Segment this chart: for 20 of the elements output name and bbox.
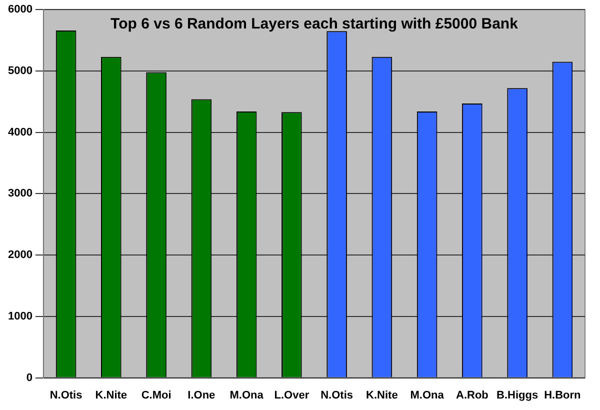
x-tick-label: C.Moi [141, 389, 172, 402]
y-tick-label: 1000 [8, 310, 32, 322]
x-tick-label: B.Higgs [496, 389, 538, 402]
y-tick-label: 3000 [8, 188, 32, 200]
x-tick-label: A.Rob [456, 389, 489, 402]
x-tick-label: K.Nite [366, 389, 398, 402]
x-tick-label: M.Ona [410, 389, 445, 402]
x-tick-label: H.Born [544, 389, 582, 402]
y-tick-label: 5000 [8, 65, 32, 77]
x-tick-label: N.Otis [50, 389, 82, 402]
y-tick-label: 6000 [8, 4, 32, 16]
x-tick-label: K.Nite [95, 389, 128, 402]
x-tick-label: M.Ona [230, 389, 264, 402]
chart-title: Top 6 vs 6 Random Layers each starting with £5000 Bank [110, 16, 519, 33]
x-tick-label: L.Over [274, 389, 310, 402]
x-tick-label: I.One [188, 389, 216, 402]
y-tick-label: 2000 [8, 249, 32, 262]
y-tick-label: 0 [26, 372, 32, 384]
x-tick-label: N.Otis [320, 389, 353, 402]
y-tick-label: 4000 [8, 126, 32, 138]
